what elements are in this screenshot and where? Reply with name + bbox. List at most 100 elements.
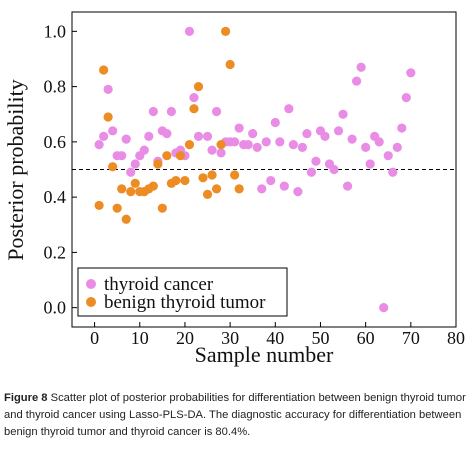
scatter-chart: 0.0 0.2 0.4 0.6 0.8 1.0 0 10 20 30 40 50 60 70 80 Pos… xyxy=(3,11,465,367)
point-thyroid-cancer xyxy=(302,128,312,139)
point-thyroid-cancer xyxy=(193,131,204,141)
point-thyroid-cancer xyxy=(333,126,344,136)
point-benign-thyroid-tumor xyxy=(189,104,199,114)
point-benign-thyroid-tumor xyxy=(103,112,113,122)
point-benign-thyroid-tumor xyxy=(130,178,140,188)
point-benign-thyroid-tumor xyxy=(202,189,213,199)
point-benign-thyroid-tumor xyxy=(153,159,163,169)
point-thyroid-cancer xyxy=(234,123,244,133)
point-thyroid-cancer xyxy=(284,104,294,114)
x-tick-label: 50 xyxy=(311,328,329,348)
point-benign-thyroid-tumor xyxy=(234,184,244,194)
y-tick-label: 0.6 xyxy=(44,132,67,152)
legend-marker-thyroid-cancer xyxy=(86,279,96,289)
point-benign-thyroid-tumor xyxy=(94,200,104,211)
point-thyroid-cancer xyxy=(365,159,375,169)
point-benign-thyroid-tumor xyxy=(193,82,204,92)
x-tick-label: 0 xyxy=(90,328,99,348)
legend: thyroid cancer benign thyroid tumor xyxy=(77,267,288,317)
y-tick-label: 0.0 xyxy=(44,298,67,318)
point-thyroid-cancer xyxy=(117,151,127,161)
point-benign-thyroid-tumor xyxy=(99,65,109,75)
point-thyroid-cancer xyxy=(121,134,131,144)
figure-caption-text: Scatter plot of posterior probabilities … xyxy=(4,392,466,438)
point-thyroid-cancer xyxy=(297,142,307,152)
point-benign-thyroid-tumor xyxy=(184,140,195,150)
point-thyroid-cancer xyxy=(329,164,339,175)
point-thyroid-cancer xyxy=(311,156,321,166)
figure-label: Figure 8 xyxy=(4,392,48,404)
point-benign-thyroid-tumor xyxy=(175,151,186,161)
y-axis-title: Posterior probability xyxy=(3,79,28,260)
point-thyroid-cancer xyxy=(261,137,271,147)
point-thyroid-cancer xyxy=(338,109,348,119)
point-benign-thyroid-tumor xyxy=(121,214,131,224)
point-benign-thyroid-tumor xyxy=(230,170,240,180)
point-benign-thyroid-tumor xyxy=(108,162,118,172)
point-benign-thyroid-tumor xyxy=(216,140,226,150)
point-thyroid-cancer xyxy=(248,128,258,139)
data-points xyxy=(94,26,416,313)
point-thyroid-cancer xyxy=(103,84,113,94)
legend-label-benign-thyroid-tumor: benign thyroid tumor xyxy=(104,292,266,313)
point-thyroid-cancer xyxy=(257,184,267,194)
point-thyroid-cancer xyxy=(108,126,118,136)
point-thyroid-cancer xyxy=(166,106,176,117)
point-thyroid-cancer xyxy=(126,167,136,177)
point-thyroid-cancer xyxy=(379,303,389,313)
point-thyroid-cancer xyxy=(230,137,240,147)
point-thyroid-cancer xyxy=(207,145,217,155)
y-tick-label: 0.4 xyxy=(44,187,67,207)
point-thyroid-cancer xyxy=(189,93,199,103)
point-thyroid-cancer xyxy=(144,131,154,141)
y-tick-label: 0.8 xyxy=(44,77,67,97)
point-benign-thyroid-tumor xyxy=(112,203,122,213)
point-thyroid-cancer xyxy=(162,128,172,139)
point-benign-thyroid-tumor xyxy=(198,173,208,183)
point-thyroid-cancer xyxy=(130,159,140,169)
point-thyroid-cancer xyxy=(356,62,366,72)
point-thyroid-cancer xyxy=(184,26,195,36)
point-benign-thyroid-tumor xyxy=(211,184,222,194)
point-benign-thyroid-tumor xyxy=(157,203,167,213)
x-axis: 0 10 20 30 40 50 60 70 80 xyxy=(90,322,465,348)
legend-box xyxy=(77,267,288,317)
figure-caption: Figure 8 Scatter plot of posterior proba… xyxy=(4,390,470,441)
point-thyroid-cancer xyxy=(94,140,104,150)
point-thyroid-cancer xyxy=(361,142,371,152)
point-thyroid-cancer xyxy=(243,140,253,150)
point-benign-thyroid-tumor xyxy=(148,181,158,191)
point-thyroid-cancer xyxy=(216,148,226,158)
x-tick-label: 60 xyxy=(357,328,375,348)
point-thyroid-cancer xyxy=(306,167,317,177)
x-tick-label: 70 xyxy=(402,328,420,348)
point-thyroid-cancer xyxy=(148,106,158,117)
point-thyroid-cancer xyxy=(388,167,398,177)
x-tick-label: 40 xyxy=(266,328,284,348)
point-thyroid-cancer xyxy=(270,117,280,128)
point-thyroid-cancer xyxy=(342,181,353,191)
point-thyroid-cancer xyxy=(347,134,357,144)
point-thyroid-cancer xyxy=(293,187,303,197)
y-tick-label: 0.2 xyxy=(44,242,67,262)
point-thyroid-cancer xyxy=(211,106,222,117)
x-tick-label: 20 xyxy=(176,328,194,348)
point-thyroid-cancer xyxy=(266,175,276,186)
point-thyroid-cancer xyxy=(392,142,402,152)
y-tick-label: 1.0 xyxy=(44,21,67,41)
point-thyroid-cancer xyxy=(374,137,384,147)
y-axis: 0.0 0.2 0.4 0.6 0.8 1.0 xyxy=(44,21,77,318)
point-thyroid-cancer xyxy=(320,131,330,141)
point-thyroid-cancer xyxy=(202,131,213,141)
point-benign-thyroid-tumor xyxy=(126,187,136,197)
point-benign-thyroid-tumor xyxy=(117,184,127,194)
point-benign-thyroid-tumor xyxy=(221,26,231,36)
point-thyroid-cancer xyxy=(401,93,411,103)
point-benign-thyroid-tumor xyxy=(162,151,172,161)
point-thyroid-cancer xyxy=(288,140,298,150)
point-thyroid-cancer xyxy=(275,137,285,147)
x-tick-label: 30 xyxy=(221,328,239,348)
point-thyroid-cancer xyxy=(397,123,407,133)
point-thyroid-cancer xyxy=(99,131,109,141)
point-benign-thyroid-tumor xyxy=(225,59,235,70)
